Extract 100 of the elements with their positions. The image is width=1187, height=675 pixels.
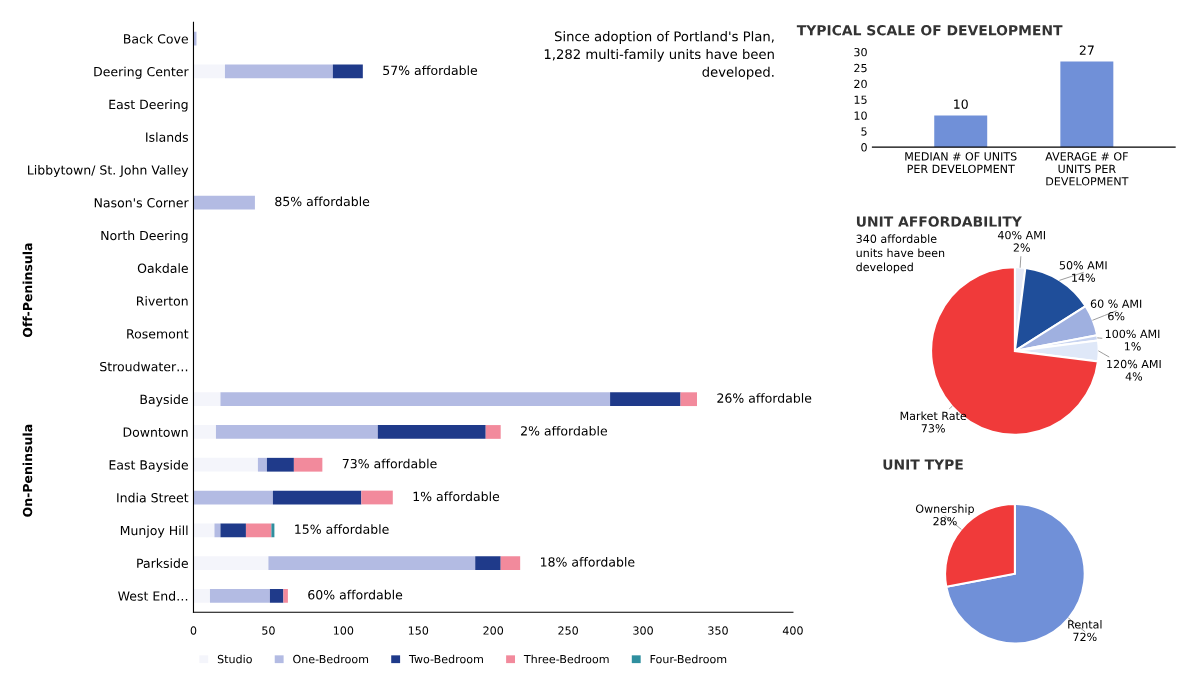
bar bbox=[220, 392, 611, 407]
text: Off-Peninsula bbox=[22, 243, 33, 338]
y-tick-label: Libbytown/ St. John Valley bbox=[28, 165, 189, 178]
slice-label: 40% AMI bbox=[997, 230, 1045, 240]
bar bbox=[283, 588, 288, 603]
x-tick-label: 200 bbox=[483, 626, 504, 635]
annotation: 85% affordable bbox=[275, 196, 370, 207]
text: On-Peninsula bbox=[22, 424, 33, 517]
x-tick-label: 50 bbox=[262, 626, 275, 635]
y-tick-label: 15 bbox=[854, 95, 867, 104]
y-tick-label: East Deering bbox=[109, 99, 188, 112]
y-tick-label: 20 bbox=[854, 79, 867, 89]
annotation: 57% affordable bbox=[383, 65, 478, 76]
bar bbox=[193, 195, 255, 210]
bar bbox=[475, 556, 501, 570]
chart-title: UNIT AFFORDABILITY bbox=[856, 216, 1022, 227]
y-tick-label: Stroudwater… bbox=[100, 361, 188, 372]
y-tick-label: 10 bbox=[854, 111, 867, 120]
x-tick-label: 250 bbox=[558, 626, 578, 635]
y-tick-label: Bayside bbox=[140, 394, 188, 407]
data-label: 10 bbox=[954, 99, 968, 109]
y-tick-label: Back Cove bbox=[124, 33, 188, 44]
data-label: 4% bbox=[1125, 372, 1143, 381]
y-tick-label: 30 bbox=[854, 47, 867, 57]
annotation: 2% affordable bbox=[521, 425, 607, 436]
legend-label: Four-Bedroom bbox=[650, 654, 727, 664]
legend-label: Three-Bedroom bbox=[523, 654, 609, 664]
y-tick-label: Munjoy Hill bbox=[120, 525, 188, 538]
y-tick-label: 25 bbox=[854, 63, 867, 73]
bar bbox=[193, 556, 269, 570]
bar bbox=[269, 588, 284, 603]
bar bbox=[193, 588, 210, 603]
y-tick-label: Oakdale bbox=[137, 263, 188, 274]
bar bbox=[271, 523, 275, 538]
data-label: 28% bbox=[933, 516, 957, 526]
bar bbox=[610, 392, 681, 407]
x-tick-label: 0 bbox=[190, 626, 197, 635]
x-tick-label: MEDIAN # OF UNITS PER DEVELOPMENT bbox=[905, 152, 1017, 174]
y-tick-label: Parkside bbox=[137, 558, 188, 568]
y-tick-label: Islands bbox=[146, 132, 189, 142]
x-tick-label: 400 bbox=[782, 626, 803, 635]
slice-label: 60 % AMI bbox=[1090, 299, 1142, 308]
bar bbox=[214, 523, 221, 538]
y-tick-label: Downtown bbox=[123, 427, 188, 437]
data-label: 73% bbox=[921, 424, 945, 433]
y-tick-label: North Deering bbox=[101, 230, 188, 243]
bar bbox=[193, 64, 225, 79]
bar bbox=[680, 392, 698, 407]
y-tick-label: Riverton bbox=[136, 296, 188, 306]
y-tick-label: East Bayside bbox=[109, 459, 188, 473]
y-tick-label: Rosemont bbox=[127, 329, 189, 339]
bar bbox=[268, 556, 476, 570]
data-label: 1% bbox=[1124, 342, 1141, 351]
bar bbox=[293, 457, 323, 472]
x-tick-label: AVERAGE # OF UNITS PER DEVELOPMENT bbox=[1045, 152, 1129, 186]
bar bbox=[377, 425, 486, 439]
bar bbox=[500, 556, 521, 570]
slice-label: 100% AMI bbox=[1105, 329, 1160, 339]
bar bbox=[224, 64, 333, 79]
slice-label: Rental bbox=[1068, 620, 1102, 629]
slice-label: 120% AMI bbox=[1107, 359, 1161, 369]
y-tick-label: 5 bbox=[861, 127, 867, 136]
bar bbox=[245, 523, 272, 538]
bar bbox=[220, 523, 246, 538]
chart-title: UNIT TYPE bbox=[883, 459, 963, 470]
bar bbox=[257, 457, 267, 472]
annotation: Since adoption of Portland's Plan, 1,282 multi-family units have been developed. bbox=[544, 31, 774, 80]
bar bbox=[193, 457, 258, 472]
data-label: 72% bbox=[1073, 632, 1097, 642]
annotation: 73% affordable bbox=[342, 458, 437, 469]
annotation: 15% affordable bbox=[295, 524, 389, 534]
annotation: 60% affordable bbox=[308, 589, 403, 600]
bar bbox=[193, 523, 215, 538]
data-label: 6% bbox=[1108, 311, 1125, 321]
bar bbox=[215, 425, 378, 439]
y-tick-label: India Street bbox=[117, 492, 189, 503]
data-label: 14% bbox=[1072, 273, 1096, 282]
y-tick-label: West End… bbox=[118, 591, 188, 601]
annotation: 26% affordable bbox=[717, 393, 812, 403]
bar bbox=[209, 588, 270, 603]
bar bbox=[485, 425, 501, 439]
slice-label: Ownership bbox=[915, 504, 974, 516]
text: 340 affordable units have been developed bbox=[856, 234, 945, 274]
annotation: 18% affordable bbox=[540, 557, 635, 567]
data-label: 2% bbox=[1013, 243, 1030, 252]
y-tick-label: 0 bbox=[861, 143, 867, 152]
bar bbox=[272, 490, 362, 505]
x-tick-label: 300 bbox=[633, 626, 653, 635]
y-tick-label: Deering Center bbox=[94, 66, 189, 79]
chart-title: TYPICAL SCALE OF DEVELOPMENT bbox=[796, 25, 1063, 36]
bar bbox=[193, 392, 221, 407]
legend-label: Studio bbox=[217, 654, 252, 664]
bar bbox=[332, 64, 363, 79]
slice-label: Market Rate bbox=[900, 411, 967, 421]
y-tick-label: Nason's Corner bbox=[94, 198, 189, 208]
legend-label: Two-Bedroom bbox=[408, 654, 483, 664]
annotation: 1% affordable bbox=[413, 491, 500, 502]
x-tick-label: 150 bbox=[408, 626, 429, 635]
bar bbox=[361, 490, 393, 505]
bar bbox=[193, 490, 273, 505]
